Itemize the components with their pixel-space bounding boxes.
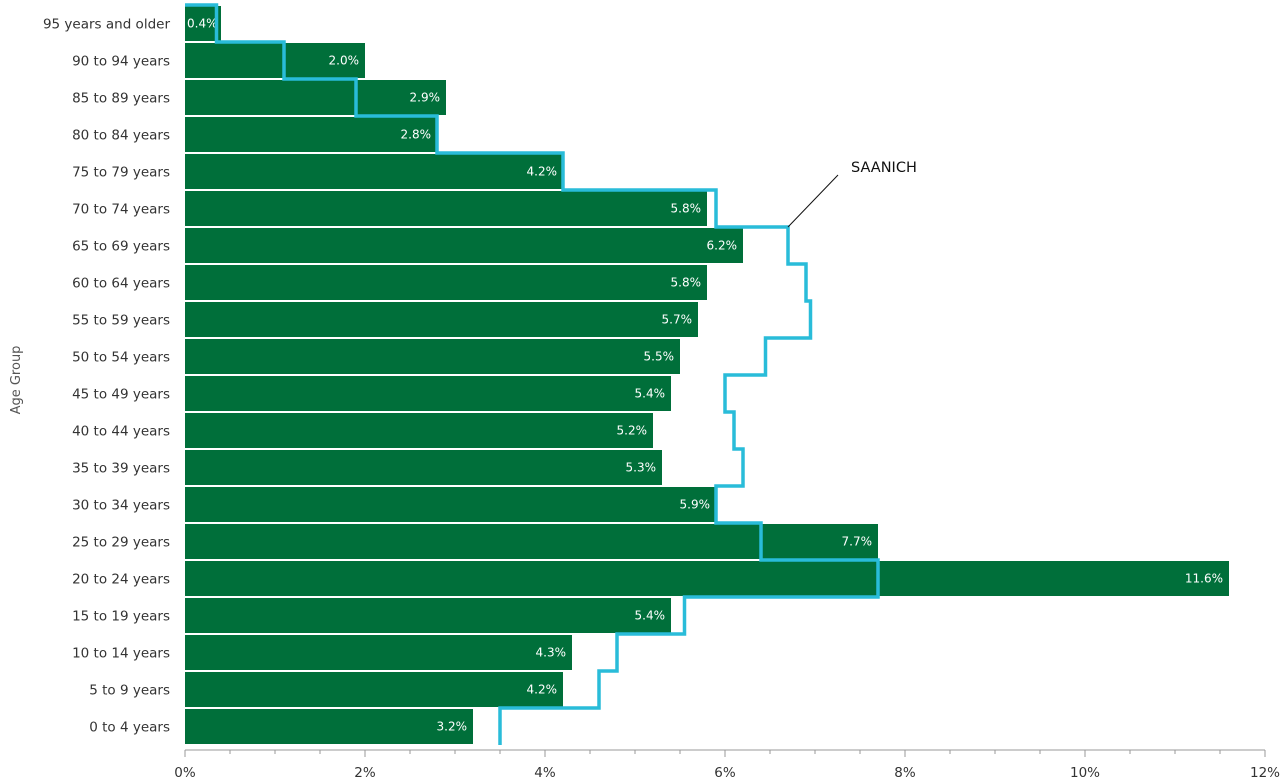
category-label: 40 to 44 years — [72, 424, 170, 440]
category-label: 55 to 59 years — [72, 313, 170, 329]
saanich-label: SAANICH — [851, 160, 917, 176]
bar — [185, 154, 563, 189]
bar — [185, 450, 662, 485]
bar — [185, 265, 707, 300]
category-label: 70 to 74 years — [72, 202, 170, 218]
bar — [185, 228, 743, 263]
bar — [185, 561, 1229, 596]
x-tick-label: 0% — [174, 765, 196, 781]
category-label: 25 to 29 years — [72, 535, 170, 551]
bar-value-label: 0.4% — [187, 17, 218, 31]
annotation-group: SAANICH — [787, 160, 917, 228]
saanich-series-group — [185, 3, 880, 745]
bar-value-label: 2.8% — [401, 128, 432, 142]
bar-value-label: 5.7% — [662, 313, 693, 327]
bar — [185, 413, 653, 448]
bar-value-label: 7.7% — [842, 535, 873, 549]
bar-value-label: 5.9% — [680, 498, 711, 512]
bar — [185, 487, 716, 522]
bar — [185, 635, 572, 670]
y-axis-title: Age Group — [9, 346, 24, 415]
category-label: 10 to 14 years — [72, 646, 170, 662]
category-label: 35 to 39 years — [72, 461, 170, 477]
category-label: 5 to 9 years — [89, 683, 170, 699]
x-axis: 0% 2% 4% 6% 8% 10% 12% — [174, 749, 1280, 781]
bar — [185, 672, 563, 707]
bar-value-label: 5.8% — [671, 276, 702, 290]
category-label: 80 to 84 years — [72, 128, 170, 144]
x-tick-label: 4% — [534, 765, 556, 781]
bar-value-label: 2.9% — [410, 91, 441, 105]
bar-value-label: 2.0% — [329, 54, 360, 68]
bar — [185, 43, 365, 78]
category-label: 60 to 64 years — [72, 276, 170, 292]
bar — [185, 191, 707, 226]
category-label: 15 to 19 years — [72, 609, 170, 625]
category-label: 30 to 34 years — [72, 498, 170, 514]
bar — [185, 709, 473, 744]
x-tick-label: 12% — [1250, 765, 1280, 781]
category-label: 65 to 69 years — [72, 239, 170, 255]
bar-value-label: 5.4% — [635, 387, 666, 401]
bar-value-label: 5.2% — [617, 424, 648, 438]
bar-value-label: 5.8% — [671, 202, 702, 216]
category-labels-group: 95 years and older 90 to 94 years 85 to 89… — [43, 17, 170, 736]
bar — [185, 302, 698, 337]
bar — [185, 117, 437, 152]
x-tick-label: 10% — [1070, 765, 1100, 781]
bar — [185, 598, 671, 633]
bar-value-label: 6.2% — [707, 239, 738, 253]
category-label: 95 years and older — [43, 17, 170, 33]
category-label: 50 to 54 years — [72, 350, 170, 366]
bar-value-label: 4.2% — [527, 165, 558, 179]
x-tick-label: 8% — [894, 765, 916, 781]
category-label: 45 to 49 years — [72, 387, 170, 403]
annotation-leader-line — [787, 174, 839, 228]
bar-value-label: 4.3% — [536, 646, 567, 660]
bar-labels-group: 0.4% 2.0% 2.9% 2.8% 4.2% 5.8% 6.2% 5.8% 5.7% 5.5%… — [187, 17, 1223, 734]
bar — [185, 80, 446, 115]
bar — [185, 339, 680, 374]
bar — [185, 524, 878, 559]
category-label: 75 to 79 years — [72, 165, 170, 181]
x-tick-label: 6% — [714, 765, 736, 781]
bar-value-label: 5.5% — [644, 350, 675, 364]
bar — [185, 376, 671, 411]
category-label: 90 to 94 years — [72, 54, 170, 70]
x-tick-label: 2% — [354, 765, 376, 781]
category-label: 0 to 4 years — [89, 720, 170, 736]
bar-value-label: 4.2% — [527, 683, 558, 697]
bar-value-label: 5.3% — [626, 461, 657, 475]
bar-value-label: 3.2% — [437, 720, 468, 734]
saanich-step-line — [185, 3, 880, 745]
bars-group — [185, 6, 1229, 744]
category-label: 85 to 89 years — [72, 91, 170, 107]
bar-value-label: 5.4% — [635, 609, 666, 623]
bar-value-label: 11.6% — [1185, 572, 1223, 586]
category-label: 20 to 24 years — [72, 572, 170, 588]
